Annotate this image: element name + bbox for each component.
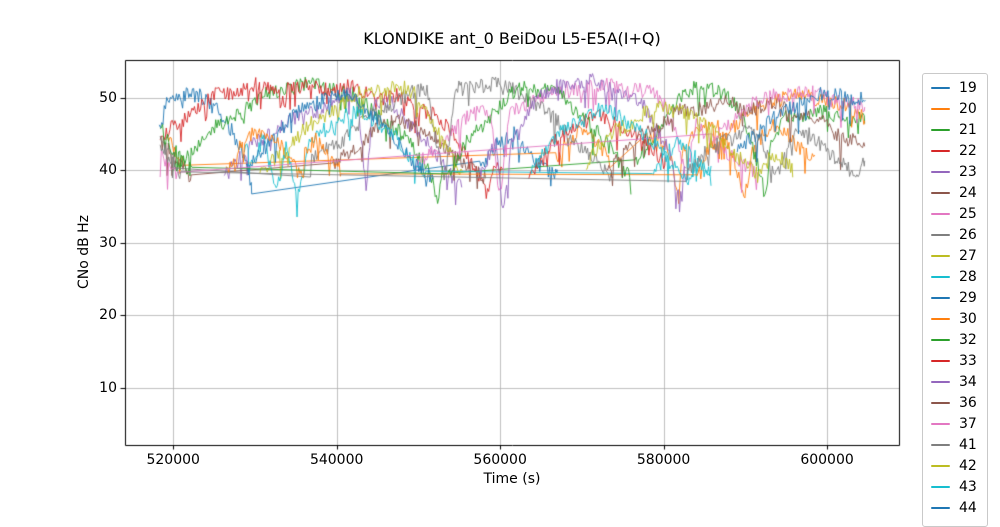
legend-item: 24 (923, 182, 987, 203)
x-tick-label: 520000 (146, 452, 200, 468)
y-axis-label: CNo dB Hz (76, 214, 92, 290)
y-tick-label: 30 (99, 234, 117, 251)
legend-line-sample (931, 254, 950, 257)
y-tick-label: 10 (99, 379, 117, 396)
plot-canvas (0, 0, 1000, 500)
legend-line-sample (931, 401, 950, 404)
legend-label: 25 (959, 205, 977, 222)
legend-line-sample (931, 443, 950, 446)
legend-item: 22 (923, 140, 987, 161)
legend-item: 19 (923, 77, 987, 98)
legend-item: 28 (923, 266, 987, 287)
legend-item: 37 (923, 413, 987, 434)
legend-label: 30 (959, 310, 977, 327)
legend-line-sample (931, 506, 950, 509)
legend-line-sample (931, 296, 950, 299)
legend-item: 23 (923, 161, 987, 182)
legend-item: 42 (923, 455, 987, 476)
legend-label: 20 (959, 100, 977, 117)
legend-line-sample (931, 149, 950, 152)
legend-line-sample (931, 170, 950, 173)
x-axis-label: Time (s) (483, 471, 541, 487)
legend-line-sample (931, 464, 950, 467)
legend-line-sample (931, 422, 950, 425)
legend-item: 43 (923, 476, 987, 497)
legend-line-sample (931, 380, 950, 383)
legend-label: 24 (959, 184, 977, 201)
legend-label: 22 (959, 142, 977, 159)
legend-line-sample (931, 317, 950, 320)
legend-item: 26 (923, 224, 987, 245)
legend-item: 21 (923, 119, 987, 140)
legend-label: 41 (959, 436, 977, 453)
x-tick-label: 560000 (473, 452, 527, 468)
x-tick-label: 600000 (800, 452, 854, 468)
chart-title: KLONDIKE ant_0 BeiDou L5-E5A(I+Q) (363, 29, 661, 48)
legend: 19 20 21 22 23 24 25 26 27 28 29 30 32 33 34 36 37 41 42 43… (922, 73, 988, 527)
legend-item: 36 (923, 392, 987, 413)
legend-label: 33 (959, 352, 977, 369)
legend-label: 23 (959, 163, 977, 180)
y-tick-label: 20 (99, 307, 117, 324)
legend-item: 25 (923, 203, 987, 224)
legend-item: 44 (923, 497, 987, 518)
legend-label: 43 (959, 478, 977, 495)
legend-line-sample (931, 275, 950, 278)
legend-item: 34 (923, 371, 987, 392)
legend-line-sample (931, 107, 950, 110)
legend-line-sample (931, 233, 950, 236)
legend-label: 36 (959, 394, 977, 411)
legend-line-sample (931, 128, 950, 131)
legend-line-sample (931, 86, 950, 89)
legend-line-sample (931, 338, 950, 341)
legend-label: 27 (959, 247, 977, 264)
legend-line-sample (931, 485, 950, 488)
y-tick-label: 40 (99, 162, 117, 179)
x-tick-label: 540000 (309, 452, 364, 468)
legend-item: 27 (923, 245, 987, 266)
legend-line-sample (931, 191, 950, 194)
legend-item: 30 (923, 308, 987, 329)
y-tick-label: 50 (99, 89, 117, 106)
legend-label: 28 (959, 268, 977, 285)
legend-item: 20 (923, 98, 987, 119)
legend-label: 29 (959, 289, 977, 306)
legend-label: 42 (959, 457, 977, 474)
legend-label: 37 (959, 415, 977, 432)
legend-label: 34 (959, 373, 977, 390)
legend-label: 19 (959, 79, 977, 96)
legend-label: 26 (959, 226, 977, 243)
legend-label: 44 (959, 499, 977, 516)
legend-item: 32 (923, 329, 987, 350)
legend-line-sample (931, 212, 950, 215)
legend-item: 41 (923, 434, 987, 455)
legend-item: 29 (923, 287, 987, 308)
legend-line-sample (931, 359, 950, 362)
legend-label: 21 (959, 121, 977, 138)
legend-item: 33 (923, 350, 987, 371)
legend-label: 32 (959, 331, 977, 348)
x-tick-label: 580000 (636, 452, 691, 468)
